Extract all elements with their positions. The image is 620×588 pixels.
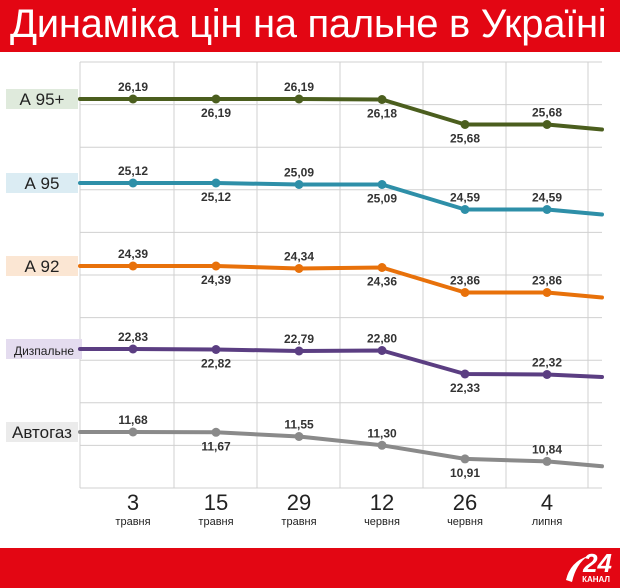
logo-number: 24 (583, 548, 612, 578)
data-label: 11,55 (284, 418, 314, 432)
series-line (78, 181, 604, 217)
data-point (294, 346, 304, 356)
data-label: 25,68 (450, 132, 480, 146)
logo-swoosh-icon (566, 556, 588, 582)
data-point (128, 178, 138, 188)
data-point (377, 440, 387, 450)
series-line (78, 430, 604, 469)
data-point (294, 180, 304, 189)
data-point (377, 263, 387, 272)
data-label: 22,82 (201, 357, 231, 371)
data-point (460, 120, 470, 129)
data-label: 22,79 (284, 332, 314, 346)
series-label-box (6, 339, 82, 359)
data-point (460, 369, 470, 379)
data-point (128, 344, 138, 354)
data-point (294, 432, 304, 441)
data-label: 25,68 (532, 106, 562, 120)
x-tick-label: 29 (287, 490, 311, 515)
data-point (542, 120, 552, 129)
data-label: 22,32 (532, 356, 562, 370)
data-point (460, 288, 470, 297)
data-label: 25,09 (284, 166, 314, 180)
chart-grid (79, 61, 602, 489)
series-label: Автогаз (12, 423, 72, 442)
data-point (542, 370, 552, 379)
data-point (542, 288, 552, 297)
data-point (128, 94, 138, 104)
x-tick-month: травня (281, 516, 316, 528)
data-label: 22,80 (367, 332, 397, 346)
data-label: 26,18 (367, 107, 397, 121)
series-label-box (6, 422, 78, 442)
series-category-labels: А 95+ А 95 А 92 Дизпальне Автогаз (6, 89, 82, 442)
data-point (460, 205, 470, 214)
series-label: А 92 (25, 257, 60, 276)
series-label-box (6, 256, 78, 276)
data-point (211, 178, 221, 188)
series-label-box (6, 89, 78, 109)
x-tick-month: травня (198, 516, 233, 528)
data-point (542, 456, 552, 466)
x-tick-label: 4 (541, 490, 553, 515)
x-tick-label: 12 (370, 490, 394, 515)
series-label: А 95+ (20, 90, 65, 109)
data-label: 10,91 (450, 466, 480, 480)
x-tick-label: 15 (204, 490, 228, 515)
data-label: 25,09 (367, 192, 397, 206)
x-tick-month: липня (532, 516, 563, 528)
data-label: 24,36 (367, 275, 397, 289)
data-label: 25,12 (201, 190, 231, 204)
data-point (211, 345, 221, 354)
data-point (211, 261, 221, 271)
x-tick-month: червня (364, 516, 400, 528)
series-label: Дизпальне (14, 344, 74, 358)
data-point (460, 454, 470, 464)
chart-title: Динаміка цін на пальне в Україні (10, 2, 607, 46)
x-tick-label: 3 (127, 490, 139, 515)
logo-text: КАНАЛ (582, 575, 610, 584)
data-label: 26,19 (118, 80, 148, 94)
data-label: 11,68 (118, 413, 148, 427)
data-label: 23,86 (532, 274, 562, 288)
data-label: 11,30 (367, 426, 397, 440)
footer-bar: 24 КАНАЛ (0, 548, 620, 588)
channel-logo: 24 КАНАЛ (566, 548, 612, 586)
data-label: 24,39 (118, 247, 148, 261)
data-point (128, 261, 138, 271)
data-point (211, 427, 221, 437)
data-label: 26,19 (284, 80, 314, 94)
data-point (377, 180, 387, 189)
data-point (377, 346, 387, 355)
data-label: 22,83 (118, 330, 148, 344)
x-tick-month: травня (115, 516, 150, 528)
data-point (128, 427, 138, 437)
data-label: 24,59 (532, 191, 562, 205)
data-label: 26,19 (201, 106, 231, 120)
data-point (211, 94, 221, 104)
x-tick-month: червня (447, 516, 483, 528)
data-label: 23,86 (450, 274, 480, 288)
series-line (78, 97, 604, 132)
data-label: 24,39 (201, 273, 231, 287)
data-label: 24,34 (284, 250, 314, 264)
series-label: А 95 (25, 174, 60, 193)
title-bar: Динаміка цін на пальне в Україні (0, 0, 620, 52)
series-label-box (6, 173, 78, 193)
data-point (377, 95, 387, 104)
data-label: 22,33 (450, 381, 480, 395)
data-label: 25,12 (118, 164, 148, 178)
x-tick-label: 26 (453, 490, 477, 515)
series-lines: 26,19 26,19 26,19 26,18 25,68 25,68 25,12 25,12… (78, 80, 604, 480)
data-point (294, 264, 304, 273)
x-axis-ticks: 3травня15травня29травня12червня26червня4… (115, 490, 562, 528)
data-label: 24,59 (450, 191, 480, 205)
series-line (78, 264, 604, 300)
series-line (78, 347, 604, 379)
data-point (294, 94, 304, 104)
data-label: 10,84 (532, 442, 562, 456)
data-point (542, 205, 552, 214)
data-label: 11,67 (201, 439, 231, 453)
